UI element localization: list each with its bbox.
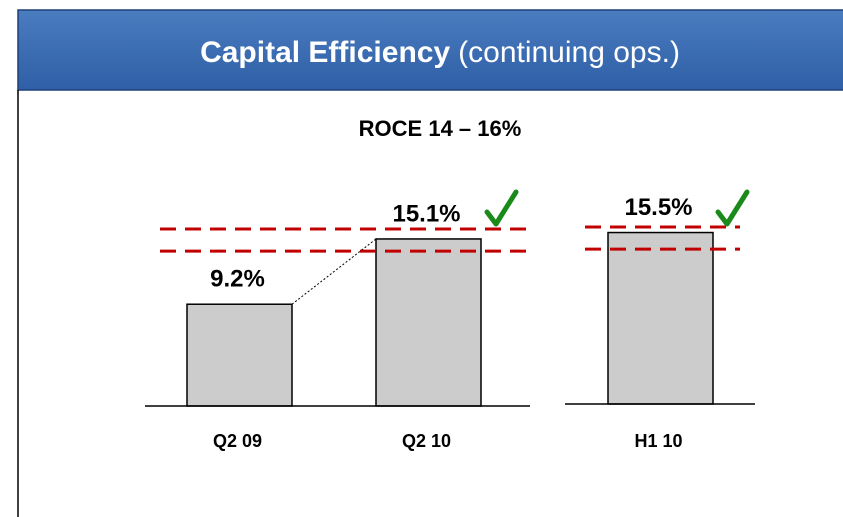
check-icon	[484, 189, 519, 227]
chart-subtitle: ROCE 14 – 16%	[359, 116, 522, 141]
header-title: Capital Efficiency (continuing ops.)	[200, 36, 680, 69]
value-label: 9.2%	[210, 266, 265, 293]
value-label: 15.5%	[624, 194, 692, 221]
header-band	[17, 9, 843, 91]
bar	[607, 231, 714, 405]
plot: 9.2% Q2 09 15.1% Q2 10 15.5% H1 10	[145, 194, 755, 451]
x-tick-label: H1 10	[634, 431, 682, 451]
check-icon	[715, 189, 750, 227]
x-tick-label: Q2 09	[213, 431, 262, 451]
bar	[186, 303, 293, 407]
connector	[291, 238, 377, 305]
value-label: 15.1%	[392, 200, 460, 227]
bar	[375, 238, 482, 407]
title: Capital Efficiency	[200, 36, 450, 69]
x-tick-label: Q2 10	[402, 431, 451, 451]
title-note: (continuing ops.)	[458, 36, 680, 69]
